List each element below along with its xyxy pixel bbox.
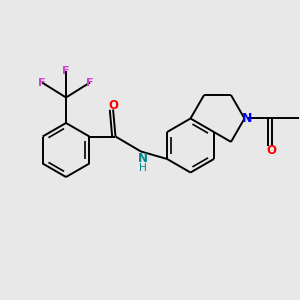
Text: F: F xyxy=(62,65,70,76)
Text: F: F xyxy=(38,77,46,88)
Text: O: O xyxy=(108,99,118,112)
Text: N: N xyxy=(137,152,148,165)
Text: N: N xyxy=(242,112,252,125)
Text: F: F xyxy=(86,77,94,88)
Text: O: O xyxy=(266,144,277,158)
Text: H: H xyxy=(139,163,146,173)
